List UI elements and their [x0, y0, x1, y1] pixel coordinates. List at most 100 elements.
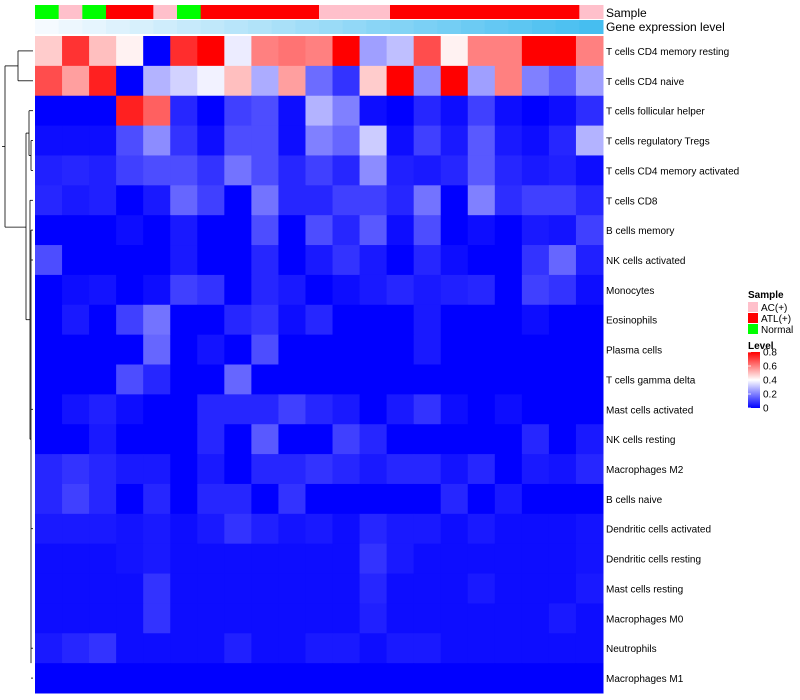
heatmap-cell: [89, 424, 117, 455]
heatmap-cell: [467, 573, 496, 604]
gene-expression-annotation-cell: [532, 20, 557, 34]
heatmap-cell: [548, 394, 577, 425]
heatmap-cell: [494, 483, 523, 515]
heatmap-cell: [494, 364, 523, 395]
heatmap-cell: [143, 334, 171, 365]
heatmap-cell: [386, 304, 415, 336]
heatmap-cell: [413, 633, 442, 664]
heatmap-cell: [494, 155, 523, 186]
heatmap-cell: [35, 274, 63, 306]
heatmap-cell: [386, 394, 415, 425]
heatmap-cell: [116, 454, 144, 485]
heatmap-cell: [521, 603, 550, 634]
heatmap-cell: [575, 125, 604, 156]
heatmap-cell: [332, 36, 361, 67]
heatmap-cell: [359, 65, 388, 97]
gene-expression-annotation-cell: [390, 20, 415, 34]
heatmap-cell: [548, 633, 577, 664]
heatmap-cell: [251, 364, 279, 395]
heatmap-cell: [143, 663, 171, 694]
heatmap-cell: [89, 274, 117, 306]
sample-annotation-cell: [366, 5, 391, 19]
heatmap-cell: [440, 454, 469, 485]
heatmap-cell: [413, 36, 442, 67]
sample-annotation-cell: [437, 5, 462, 19]
heatmap-cell: [35, 36, 63, 67]
heatmap-cell: [305, 663, 334, 694]
heatmap-cell: [35, 304, 63, 336]
heatmap-cell: [494, 304, 523, 336]
heatmap-cell: [170, 603, 198, 634]
heatmap-cell: [170, 633, 198, 664]
heatmap-cell: [440, 215, 469, 246]
heatmap-cell: [170, 513, 198, 545]
legend-sample-label: ATL(+): [761, 314, 791, 325]
heatmap-cell: [575, 36, 604, 67]
heatmap-cell: [359, 513, 388, 545]
heatmap-cell: [413, 513, 442, 545]
heatmap-cell: [332, 394, 361, 425]
heatmap-cell: [197, 663, 225, 694]
legend-sample-label: AC(+): [761, 303, 787, 314]
heatmap-cell: [521, 513, 550, 545]
heatmap-cell: [143, 603, 171, 634]
heatmap-cell: [116, 155, 144, 186]
gene-expression-annotation-cell: [342, 20, 367, 34]
heatmap-cell: [521, 185, 550, 216]
heatmap-cell: [143, 274, 171, 306]
heatmap-cell: [62, 125, 90, 156]
heatmap-cell: [575, 274, 604, 306]
heatmap-cell: [494, 513, 523, 545]
heatmap-cell: [359, 603, 388, 634]
heatmap-cell: [548, 65, 577, 97]
heatmap-cell: [521, 573, 550, 604]
heatmap-cell: [35, 513, 63, 545]
heatmap-cell: [413, 543, 442, 575]
heatmap-cell: [197, 454, 225, 485]
heatmap-cell: [251, 633, 279, 664]
heatmap-cell: [332, 483, 361, 515]
row-dendrogram: [2, 50, 33, 679]
heatmap-cell: [170, 274, 198, 306]
heatmap-cell: [278, 513, 306, 545]
row-label: Mast cells resting: [606, 585, 683, 596]
heatmap-cell: [143, 573, 171, 604]
heatmap-cell: [494, 603, 523, 634]
heatmap-cell: [89, 185, 117, 216]
heatmap-cell: [278, 454, 306, 485]
heatmap-cell: [251, 543, 279, 575]
sample-annotation-cell: [390, 5, 415, 19]
heatmap-cell: [332, 245, 361, 276]
heatmap-cell: [467, 215, 496, 246]
heatmap-cell: [197, 573, 225, 604]
heatmap-cell: [575, 483, 604, 515]
heatmap-cell: [494, 36, 523, 67]
heatmap-cell: [89, 543, 117, 575]
heatmap-cell: [332, 543, 361, 575]
legend-level-tick-label: 0.8: [763, 348, 777, 359]
heatmap-cell: [278, 633, 306, 664]
heatmap-cell: [305, 304, 334, 336]
gene-expression-annotation-cell: [484, 20, 509, 34]
heatmap-cell: [278, 274, 306, 306]
heatmap-cell: [413, 125, 442, 156]
heatmap-cell: [548, 185, 577, 216]
heatmap-cell: [170, 454, 198, 485]
heatmap-cell: [62, 454, 90, 485]
heatmap-cell: [89, 155, 117, 186]
heatmap-cell: [197, 95, 225, 127]
heatmap-cell: [305, 454, 334, 485]
heatmap-cell: [494, 663, 523, 694]
heatmap-cell: [332, 185, 361, 216]
heatmap-cell: [197, 65, 225, 97]
heatmap-cell: [521, 663, 550, 694]
heatmap-cell: [305, 274, 334, 306]
heatmap-cell: [224, 304, 252, 336]
heatmap-cell: [197, 125, 225, 156]
legend-sample-swatch: [748, 324, 758, 334]
sample-annotation-cell: [177, 5, 202, 19]
gene-expression-annotation-cell: [35, 20, 60, 34]
heatmap-cell: [467, 65, 496, 97]
heatmap-cell: [143, 304, 171, 336]
sample-annotation-cell: [319, 5, 344, 19]
